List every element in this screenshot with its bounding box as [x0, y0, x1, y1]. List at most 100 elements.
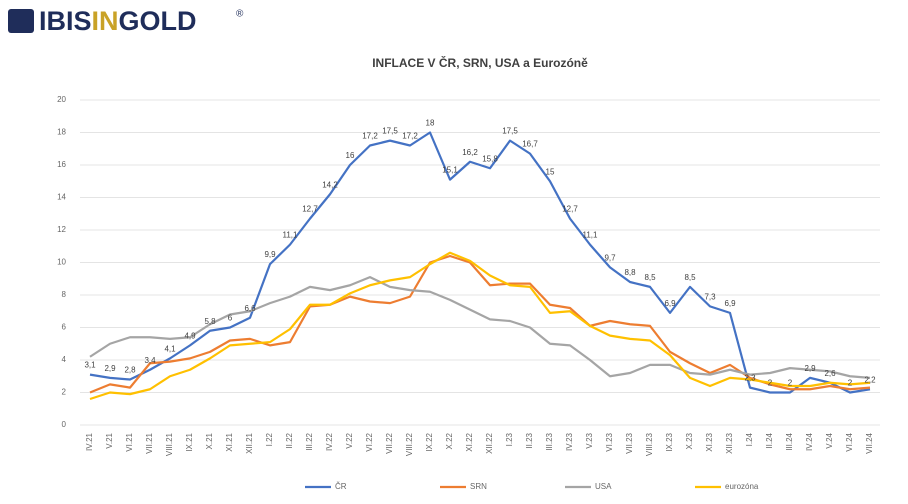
data-label: 2,6	[824, 369, 836, 378]
logo: IBISINGOLD ®	[8, 6, 244, 36]
x-tick-label: III.23	[545, 432, 554, 450]
data-label: 15,1	[442, 166, 458, 175]
data-label: 4,9	[184, 331, 196, 340]
data-label: 14,2	[322, 180, 338, 189]
y-tick-label: 12	[57, 225, 66, 234]
data-label: 16,2	[462, 148, 478, 157]
data-label: 18	[426, 119, 435, 128]
data-label: 2	[788, 379, 793, 388]
data-label: 2	[768, 379, 773, 388]
data-label: 4,1	[164, 344, 176, 353]
x-tick-label: VII.23	[625, 432, 634, 453]
data-label: 6,9	[724, 299, 736, 308]
data-label: 6,6	[244, 304, 256, 313]
y-tick-label: 20	[57, 95, 66, 104]
logo-part: IN	[92, 6, 119, 36]
x-tick-label: VI.23	[605, 432, 614, 451]
x-tick-label: IX.21	[185, 432, 194, 451]
data-label: 2,9	[104, 364, 116, 373]
y-tick-label: 16	[57, 160, 66, 169]
x-tick-label: II.23	[525, 432, 534, 448]
data-label: 8,5	[644, 273, 656, 282]
x-tick-label: VIII.22	[405, 432, 414, 456]
x-tick-label: V.23	[585, 432, 594, 448]
y-tick-label: 14	[57, 193, 66, 202]
x-tick-label: VIII.23	[645, 432, 654, 456]
data-label: 12,7	[302, 205, 318, 214]
series-line	[89, 131, 871, 394]
y-tick-label: 4	[62, 355, 67, 364]
data-label: 17,2	[362, 132, 378, 141]
x-tick-label: VI.21	[125, 432, 134, 451]
x-tick-label: XII.21	[245, 432, 254, 453]
x-tick-label: X.23	[685, 432, 694, 449]
x-tick-label: V.24	[825, 432, 834, 448]
x-tick-label: IV.24	[805, 432, 814, 450]
x-tick-label: XI.21	[225, 432, 234, 451]
data-label: 15,8	[482, 154, 498, 163]
x-tick-label: II.22	[285, 432, 294, 448]
x-tick-label: I.22	[265, 432, 274, 446]
legend-label: SRN	[470, 482, 487, 491]
x-tick-label: X.22	[445, 432, 454, 449]
data-label: 9,9	[264, 250, 276, 259]
x-tick-label: V.21	[105, 432, 114, 448]
series-line	[89, 276, 871, 379]
data-label: 16	[346, 151, 355, 160]
x-tick-label: II.24	[765, 432, 774, 448]
legend-label: ČR	[335, 482, 347, 491]
y-tick-label: 2	[62, 388, 67, 397]
x-tick-label: X.21	[205, 432, 214, 449]
data-label: 3,4	[144, 356, 156, 365]
data-label: 17,2	[402, 132, 418, 141]
data-label: 8,8	[624, 268, 636, 277]
data-label: 2,2	[864, 375, 876, 384]
logo-mark: ®	[236, 9, 244, 20]
x-tick-label: IV.21	[85, 432, 94, 450]
data-label: 11,1	[283, 231, 299, 240]
data-label: 7,3	[704, 292, 716, 301]
x-tick-label: VII.22	[385, 432, 394, 453]
data-label: 2,3	[744, 374, 756, 383]
y-tick-label: 0	[62, 420, 67, 429]
data-label: 6,9	[664, 299, 676, 308]
y-tick-label: 6	[62, 323, 67, 332]
series-line	[89, 251, 871, 401]
data-label: 3,1	[84, 361, 96, 370]
x-tick-label: VIII.21	[165, 432, 174, 456]
x-tick-label: XI.23	[705, 432, 714, 451]
logo-text: IBISINGOLD	[39, 6, 197, 36]
x-tick-label: XII.23	[725, 432, 734, 453]
x-tick-label: XI.22	[465, 432, 474, 451]
x-tick-label: IV.23	[565, 432, 574, 450]
data-label: 16,7	[522, 140, 538, 149]
data-label: 2,9	[804, 364, 816, 373]
data-label: 2	[848, 379, 853, 388]
data-label: 6	[228, 314, 233, 323]
chart-title: INFLACE V ČR, SRN, USA a Eurozóně	[372, 55, 588, 70]
logo-part: GOLD	[119, 6, 197, 36]
data-label: 8,5	[684, 273, 696, 282]
x-tick-label: IX.22	[425, 432, 434, 451]
x-tick-label: I.24	[745, 432, 754, 446]
data-label: 17,5	[382, 127, 398, 136]
data-label: 15	[546, 167, 555, 176]
data-label: 5,8	[204, 317, 216, 326]
legend-label: eurozóna	[725, 482, 759, 491]
x-tick-label: VII.24	[865, 432, 874, 453]
x-tick-label: III.22	[305, 432, 314, 450]
x-tick-label: I.23	[505, 432, 514, 446]
legend-label: USA	[595, 482, 612, 491]
data-label: 17,5	[502, 127, 518, 136]
x-tick-label: III.24	[785, 432, 794, 450]
y-tick-label: 10	[57, 258, 66, 267]
y-tick-label: 18	[57, 128, 66, 137]
y-tick-label: 8	[62, 290, 67, 299]
logo-icon	[8, 9, 34, 33]
x-tick-label: IX.23	[665, 432, 674, 451]
x-tick-label: V.22	[345, 432, 354, 448]
x-tick-label: VII.21	[145, 432, 154, 453]
logo-part: IBIS	[39, 6, 92, 36]
data-label: 9,7	[604, 253, 616, 262]
